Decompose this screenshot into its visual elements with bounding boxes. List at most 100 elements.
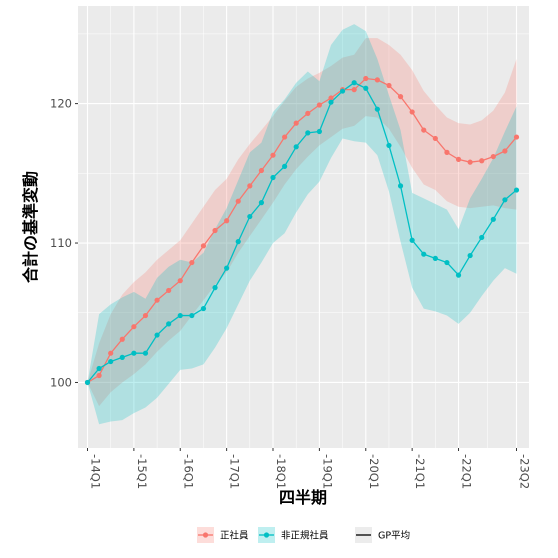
point-series-2 <box>305 130 311 136</box>
x-axis: -14Q1 -15Q1 -16Q1 -17Q1 -18Q1 -19Q1 -20Q1 -21Q1… <box>87 448 532 489</box>
point-series-2 <box>247 213 253 220</box>
point-series-1 <box>96 372 102 379</box>
point-series-1 <box>247 183 253 189</box>
point-series-2 <box>212 285 218 291</box>
point-series-1 <box>189 259 195 266</box>
x-tick-label: -23Q2 <box>518 454 532 489</box>
point-series-2 <box>270 174 276 181</box>
band-series-2 <box>87 24 517 425</box>
point-series-2 <box>142 350 149 356</box>
point-series-1 <box>282 134 288 140</box>
point-series-1 <box>108 350 114 356</box>
point-series-2 <box>467 252 473 259</box>
point-series-2 <box>444 259 450 266</box>
point-series-2 <box>108 358 114 365</box>
point-series-2 <box>166 321 172 327</box>
point-series-2 <box>119 354 125 360</box>
point-series-2 <box>189 312 195 319</box>
legend-label: GP平均 <box>378 530 410 542</box>
point-series-2 <box>409 237 415 243</box>
point-series-1 <box>305 110 311 116</box>
point-series-2 <box>455 272 462 278</box>
point-series-2 <box>96 365 102 372</box>
point-series-1 <box>177 278 183 284</box>
point-series-2 <box>502 197 508 203</box>
legend: 正社員 非正規社員 GP平均 <box>197 527 410 543</box>
point-series-2 <box>339 88 346 94</box>
point-series-1 <box>142 312 149 319</box>
point-series-1 <box>131 324 137 330</box>
point-series-1 <box>363 75 369 82</box>
point-series-2 <box>200 305 207 312</box>
point-series-2 <box>293 144 299 150</box>
point-series-1 <box>467 159 473 165</box>
point-series-2 <box>421 251 427 257</box>
point-series-1 <box>479 158 485 164</box>
point-series-2 <box>397 183 404 189</box>
point-series-2 <box>282 163 288 169</box>
point-series-2 <box>258 200 265 206</box>
point-series-2 <box>374 106 380 112</box>
plot-panel <box>78 6 529 448</box>
legend-label: 正社員 <box>220 530 249 542</box>
y-tick-label: 120 <box>50 97 72 111</box>
y-tick-label: 110 <box>50 236 72 250</box>
point-series-1 <box>351 87 357 93</box>
point-series-1 <box>386 82 392 89</box>
point-series-1 <box>421 127 427 133</box>
x-tick-label: -20Q1 <box>367 454 381 489</box>
point-series-2 <box>131 350 137 356</box>
point-series-2 <box>490 216 496 222</box>
legend-key-point <box>263 532 270 538</box>
point-series-1 <box>444 149 450 155</box>
point-series-1 <box>212 227 218 234</box>
point-series-1 <box>490 153 496 160</box>
x-tick-label: -16Q1 <box>181 454 195 489</box>
x-tick-label: -21Q1 <box>413 454 427 489</box>
point-series-2 <box>84 379 91 386</box>
band-series-1 <box>87 38 517 407</box>
point-series-1 <box>224 218 230 224</box>
point-series-1 <box>513 134 520 140</box>
series-points <box>84 75 520 386</box>
point-series-2 <box>351 80 357 86</box>
point-series-1 <box>328 95 334 101</box>
point-series-1 <box>455 156 462 162</box>
y-axis: 100 110 120 <box>50 97 78 389</box>
point-series-1 <box>258 167 265 174</box>
x-tick-label: -18Q1 <box>274 454 288 489</box>
point-series-2 <box>316 128 322 135</box>
point-series-2 <box>154 332 160 338</box>
point-series-2 <box>177 312 183 319</box>
point-series-2 <box>386 142 392 149</box>
point-series-1 <box>270 152 276 158</box>
x-tick-label: -19Q1 <box>320 454 334 489</box>
x-axis-title: 四半期 <box>279 488 327 507</box>
point-series-2 <box>363 85 369 91</box>
x-tick-label: -15Q1 <box>135 454 149 489</box>
point-series-2 <box>479 234 485 241</box>
point-series-2 <box>513 187 520 193</box>
point-series-1 <box>154 297 160 303</box>
point-series-1 <box>397 94 404 100</box>
legend-key-point <box>202 532 209 538</box>
point-series-1 <box>432 135 438 142</box>
point-series-2 <box>224 265 230 271</box>
point-series-2 <box>432 255 438 261</box>
point-series-1 <box>200 243 207 249</box>
point-series-1 <box>316 102 322 108</box>
x-tick-label: -14Q1 <box>89 454 103 489</box>
y-axis-title: 合計の基準変動 <box>21 171 40 283</box>
point-series-1 <box>235 198 241 204</box>
point-series-1 <box>119 336 125 342</box>
grid-major <box>78 6 529 448</box>
legend-label: 非正規社員 <box>281 530 329 542</box>
point-series-2 <box>235 239 241 245</box>
y-tick-label: 100 <box>50 375 72 389</box>
x-tick-label: -17Q1 <box>228 454 242 489</box>
grid-minor <box>78 6 529 448</box>
point-series-1 <box>409 109 415 115</box>
confidence-bands <box>87 24 517 425</box>
point-series-1 <box>374 77 380 83</box>
